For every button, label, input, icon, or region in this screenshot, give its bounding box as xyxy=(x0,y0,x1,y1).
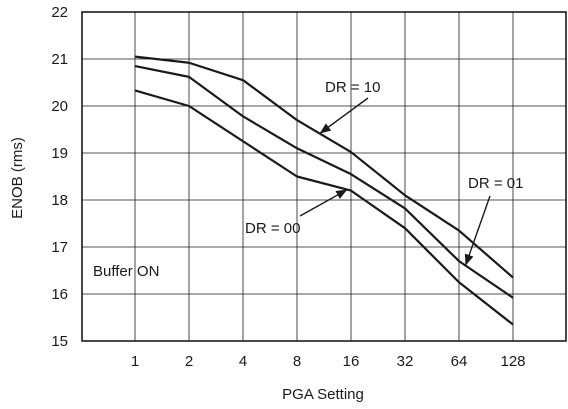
series-line-1 xyxy=(134,64,514,299)
arrow-dr-00-head xyxy=(335,189,348,199)
x-tick-label: 1 xyxy=(131,353,139,370)
annotation-dr-01: DR = 01 xyxy=(468,175,523,192)
annotation-arrows xyxy=(299,97,491,266)
x-tick-label: 16 xyxy=(343,353,360,370)
x-tick-labels: 1 2 4 8 16 32 64 128 xyxy=(131,353,526,370)
arrow-dr-01-head xyxy=(464,253,474,266)
y-tick-label: 15 xyxy=(51,333,68,350)
y-tick-label: 21 xyxy=(51,51,68,68)
y-tick-label: 20 xyxy=(51,98,68,115)
y-tick-label: 22 xyxy=(51,4,68,21)
x-tick-label: 2 xyxy=(185,353,193,370)
annotation-dr-00: DR = 00 xyxy=(245,220,300,237)
x-axis-title: PGA Setting xyxy=(282,386,364,403)
x-tick-label: 4 xyxy=(239,353,247,370)
x-tick-label: 128 xyxy=(500,353,525,370)
arrow-dr-01-shaft xyxy=(464,195,491,266)
x-tick-label: 32 xyxy=(397,353,414,370)
y-tick-labels: 15 16 17 18 19 20 21 22 xyxy=(51,4,68,350)
series-lines xyxy=(134,55,514,326)
annotation-dr-10: DR = 10 xyxy=(325,79,380,96)
y-tick-label: 18 xyxy=(51,192,68,209)
y-tick-label: 16 xyxy=(51,286,68,303)
y-tick-label: 19 xyxy=(51,145,68,162)
plot-frame xyxy=(81,11,567,342)
x-tick-label: 8 xyxy=(293,353,301,370)
y-tick-label: 17 xyxy=(51,239,68,256)
series-line-0 xyxy=(134,55,514,279)
y-axis-title: ENOB (rms) xyxy=(9,137,26,219)
annotation-buffer-on: Buffer ON xyxy=(93,263,159,280)
series-line-2 xyxy=(134,89,514,326)
x-tick-label: 64 xyxy=(451,353,468,370)
arrow-dr-10-head xyxy=(319,123,332,134)
